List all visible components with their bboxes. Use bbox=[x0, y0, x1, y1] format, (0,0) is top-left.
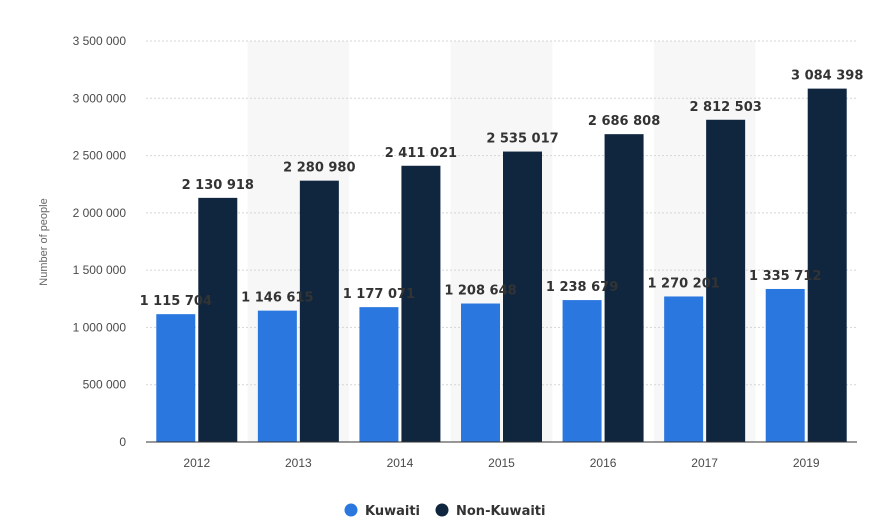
bar-kuwaiti-2017[interactable] bbox=[664, 296, 704, 442]
y-tick-label: 1 000 000 bbox=[73, 320, 127, 334]
bars bbox=[156, 88, 847, 443]
label-non-kuwaiti-2014: 2 411 021 bbox=[385, 146, 457, 161]
legend-label: Kuwaiti bbox=[365, 504, 420, 519]
bar-non-kuwaiti-2016[interactable] bbox=[604, 134, 644, 442]
label-kuwaiti-2013: 1 146 615 bbox=[241, 291, 313, 306]
label-non-kuwaiti-2015: 2 535 017 bbox=[486, 132, 558, 147]
legend-item-non-kuwaiti[interactable]: Non-Kuwaiti bbox=[435, 503, 546, 520]
legend: Kuwaiti Non-Kuwaiti bbox=[344, 503, 546, 520]
y-tick-label: 2 500 000 bbox=[73, 149, 127, 163]
bar-non-kuwaiti-2013[interactable] bbox=[299, 180, 339, 442]
label-non-kuwaiti-2016: 2 686 808 bbox=[588, 114, 660, 129]
x-tick-label: 2016 bbox=[590, 456, 617, 470]
label-non-kuwaiti-2017: 2 812 503 bbox=[689, 100, 761, 115]
y-tick-label: 3 500 000 bbox=[73, 34, 127, 48]
bar-kuwaiti-2012[interactable] bbox=[156, 314, 196, 442]
bar-non-kuwaiti-2015[interactable] bbox=[503, 151, 542, 442]
bar-kuwaiti-2015[interactable] bbox=[461, 303, 500, 442]
label-kuwaiti-2016: 1 238 679 bbox=[546, 280, 618, 295]
x-tick-label: 2019 bbox=[793, 456, 820, 470]
label-non-kuwaiti-2013: 2 280 980 bbox=[283, 161, 355, 176]
y-tick-label: 0 bbox=[119, 435, 126, 449]
bar-non-kuwaiti-2012[interactable] bbox=[198, 197, 238, 442]
legend-marker bbox=[344, 503, 358, 517]
y-tick-label: 500 000 bbox=[83, 378, 127, 392]
bar-kuwaiti-2019[interactable] bbox=[765, 288, 805, 442]
data-labels: 1 115 704 2 130 918 1 146 615 2 280 980 1 17… bbox=[140, 69, 864, 310]
bar-non-kuwaiti-2017[interactable] bbox=[706, 119, 746, 442]
label-non-kuwaiti-2019: 3 084 398 bbox=[791, 69, 863, 84]
y-axis-ticks: 0 500 000 1 000 000 1 500 000 2 000 000 2 500… bbox=[73, 34, 127, 449]
y-axis-label: Number of people bbox=[38, 198, 50, 285]
bar-kuwaiti-2014[interactable] bbox=[359, 307, 399, 442]
x-tick-label: 2014 bbox=[387, 456, 414, 470]
x-tick-label: 2017 bbox=[691, 456, 718, 470]
bar-non-kuwaiti-2019[interactable] bbox=[807, 88, 847, 442]
bar-kuwaiti-2013[interactable] bbox=[257, 310, 297, 442]
y-tick-label: 1 500 000 bbox=[73, 263, 127, 277]
bar-non-kuwaiti-2014[interactable] bbox=[401, 165, 441, 443]
label-kuwaiti-2017: 1 270 201 bbox=[647, 276, 719, 291]
label-non-kuwaiti-2012: 2 130 918 bbox=[182, 178, 254, 193]
label-kuwaiti-2015: 1 208 648 bbox=[444, 284, 516, 299]
label-kuwaiti-2014: 1 177 071 bbox=[343, 287, 415, 302]
x-tick-label: 2013 bbox=[285, 456, 312, 470]
label-kuwaiti-2019: 1 335 712 bbox=[749, 269, 821, 284]
x-tick-label: 2012 bbox=[183, 456, 210, 470]
x-tick-label: 2015 bbox=[488, 456, 515, 470]
bar-kuwaiti-2016[interactable] bbox=[562, 300, 602, 442]
y-tick-label: 3 000 000 bbox=[73, 91, 127, 105]
x-axis-ticks: 2012 2013 2014 2015 2016 2017 2019 bbox=[183, 456, 819, 470]
legend-marker bbox=[435, 503, 449, 517]
y-tick-label: 2 000 000 bbox=[73, 206, 127, 220]
legend-item-kuwaiti[interactable]: Kuwaiti bbox=[344, 503, 421, 520]
legend-label: Non-Kuwaiti bbox=[456, 504, 545, 519]
label-kuwaiti-2012: 1 115 704 bbox=[140, 294, 212, 309]
